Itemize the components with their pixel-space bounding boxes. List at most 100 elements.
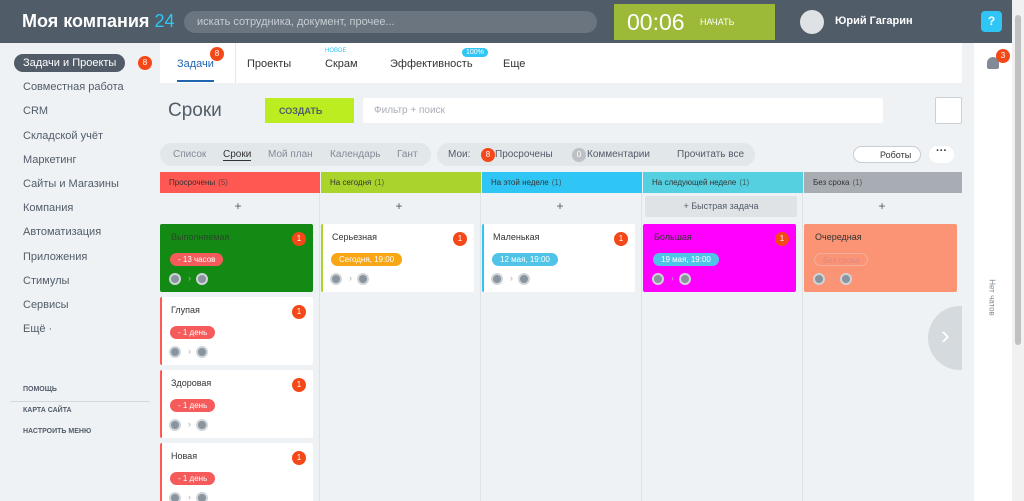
notifications-badge: 3 [996,49,1010,63]
user-name[interactable]: Юрий Гагарин [835,15,913,27]
tab-badge: 8 [210,47,224,61]
add-task[interactable]: + [234,199,242,213]
menu-item[interactable]: Ещё · [14,320,61,338]
column-count: (1) [739,178,750,187]
tab[interactable]: Задачи 8 [177,47,224,82]
card-title: Выполняемая [171,232,230,242]
timer-button[interactable]: НАЧАТЬ [700,17,735,27]
counter-label[interactable]: Просрочены [495,149,553,160]
menu-item[interactable]: Приложения [14,248,96,266]
view-switcher: Список Сроки Мой план Календарь Гант [160,143,431,166]
menu-item[interactable]: Задачи и Проекты 8 [14,54,152,72]
card-badge: 1 [292,305,306,319]
arrow: › [349,273,352,283]
add-task[interactable]: + Быстрая задача [645,196,797,217]
task-card[interactable]: Серьезная 1 Сегодня, 19:00 › [321,224,474,292]
menu-item[interactable]: Сайты и Магазины [14,175,128,193]
footer-link[interactable]: НАСТРОИТЬ МЕНЮ [23,428,92,435]
menu-item[interactable]: CRM [14,102,57,120]
creator-avatar [330,273,342,285]
tab-label: Эффективность [390,58,473,70]
card-deadline: - 13 часов [170,253,224,266]
task-card[interactable]: Глупая 1 - 1 день › [160,297,313,365]
view-tab[interactable]: Календарь [330,149,381,160]
menu-label: Совместная работа [23,81,124,94]
view-tab[interactable]: Мой план [268,149,313,160]
card-badge: 1 [614,232,628,246]
logo[interactable]: Моя компания 24 [22,11,174,32]
user-avatar[interactable] [800,10,824,34]
menu-item[interactable]: Стимулы [14,272,78,290]
column-title: На следующей неделе [652,178,737,187]
scrollbar-thumb[interactable] [1015,15,1021,345]
responsible-avatar [357,273,369,285]
counter-label[interactable]: Комментарии [587,149,650,160]
more-button[interactable]: ··· [929,146,954,163]
card-title: Большая [654,232,692,242]
tab-label: Скрам [325,58,358,70]
logo-text: Моя компания [22,11,150,31]
responsible-avatar [196,273,208,285]
tabs: Задачи 8 Проекты Скрам НОВОЕ Эффективность 100… [160,43,962,83]
read-all[interactable]: Прочитать все [677,149,745,160]
view-tab[interactable]: Список [173,149,207,160]
task-card[interactable]: Маленькая 1 12 мая, 19:00 › [482,224,635,292]
menu-item[interactable]: Маркетинг [14,151,85,169]
arrow: › [188,273,191,283]
counter-badge: 8 [481,148,495,162]
column-header: Просрочены (5) [160,172,320,193]
column-title: На этой неделе [491,178,549,187]
notifications[interactable] [987,57,999,69]
menu-item[interactable]: Сервисы [14,296,78,314]
menu-label: CRM [23,105,49,118]
tab[interactable]: Еще [503,58,525,70]
scrollbar [1012,0,1024,501]
card-badge: 1 [292,232,306,246]
menu-label: Сервисы [23,299,69,311]
view-tab[interactable]: Гант [397,149,418,160]
arrow: › [188,346,191,356]
tab[interactable]: Проекты [247,58,291,70]
creator-avatar [169,419,181,431]
task-card[interactable]: Большая 1 19 мая, 19:00 › [643,224,796,292]
arrow: › [510,273,513,283]
view-tab[interactable]: Сроки [223,149,252,161]
create-button[interactable]: СОЗДАТЬ [265,98,354,123]
add-task[interactable]: + [556,199,564,213]
card-deadline: 12 мая, 19:00 [492,253,558,266]
menu-item[interactable]: Компания [14,199,82,217]
tab[interactable]: Эффективность 100% [390,48,488,70]
filter[interactable]: Фильтр + поиск [363,98,883,123]
search[interactable]: искать сотрудника, документ, прочее... [184,11,597,33]
column-header: На следующей неделе (1) [643,172,803,193]
menu-item[interactable]: Складской учёт [14,127,112,145]
card-badge: 1 [292,451,306,465]
creator-avatar [652,273,664,285]
column-title: На сегодня [330,178,372,187]
add-task[interactable]: + [395,199,403,213]
arrow: › [832,273,835,283]
menu-item[interactable]: Совместная работа [14,78,133,96]
responsible-avatar [196,346,208,358]
timer-value: 00:06 [627,9,685,35]
add-task[interactable]: + [878,199,886,213]
task-card[interactable]: Выполняемая 1 - 13 часов › [160,224,313,292]
creator-avatar [491,273,503,285]
timer[interactable]: 00:06 НАЧАТЬ [614,4,775,40]
task-card[interactable]: Здоровая 1 - 1 день › [160,370,313,438]
footer-link[interactable]: КАРТА САЙТА [23,407,72,414]
task-card[interactable]: Очередная Без срока › [804,224,957,292]
robots-button[interactable]: Роботы [853,146,921,163]
separator [10,401,150,402]
column-count: (1) [551,178,562,187]
help-button[interactable]: ? [981,11,1002,32]
chats-label: Нет чатов [987,279,997,316]
menu-item[interactable]: Автоматизация [14,223,110,241]
task-card[interactable]: Новая 1 - 1 день › [160,443,313,501]
settings-button[interactable] [935,97,962,124]
header: Моя компания 24 искать сотрудника, докуме… [0,0,1012,43]
menu-label: Приложения [23,250,88,263]
creator-avatar [169,346,181,358]
tab[interactable]: Скрам НОВОЕ [325,48,358,70]
footer-link[interactable]: ПОМОЩЬ [23,386,57,393]
